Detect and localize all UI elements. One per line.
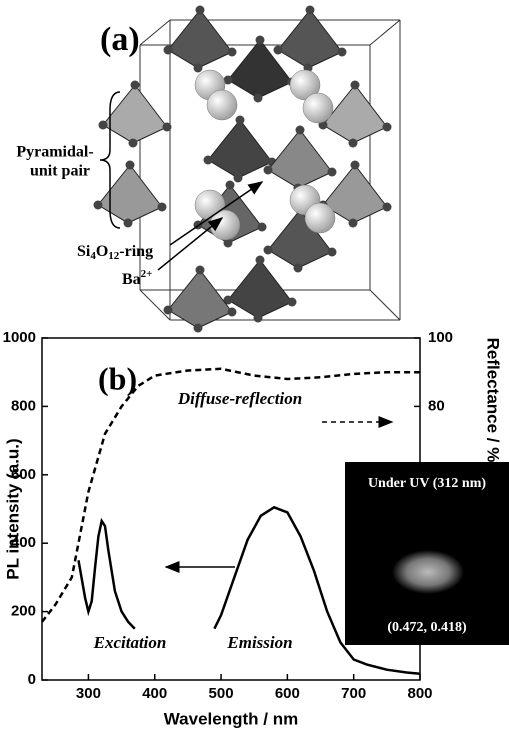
- oxygen: [306, 6, 315, 15]
- inset-coordinates: (0.472, 0.418): [387, 620, 467, 635]
- panel-label: (b): [98, 360, 137, 396]
- tetrahedron: [168, 270, 232, 328]
- barium-ion: [303, 93, 333, 123]
- oxygen: [126, 161, 135, 170]
- oxygen: [164, 46, 173, 55]
- tetrahedron: [103, 85, 167, 143]
- oxygen: [254, 94, 263, 103]
- oxygen: [226, 181, 235, 190]
- oxygen: [264, 246, 273, 255]
- oxygen: [294, 264, 303, 273]
- y2-tick-label: 80: [428, 397, 445, 414]
- label-part: Si: [77, 243, 91, 260]
- oxygen: [204, 156, 213, 165]
- label-part: 2+: [141, 268, 153, 280]
- x-tick-label: 600: [275, 685, 300, 702]
- tetrahedron: [208, 120, 272, 178]
- label-part: -ring: [119, 243, 153, 260]
- ion-label: Ba2+: [122, 268, 152, 288]
- series-label: Emission: [226, 633, 292, 652]
- oxygen: [163, 123, 172, 132]
- label-part: O: [96, 243, 108, 260]
- x-tick-label: 800: [407, 685, 432, 702]
- oxygen: [274, 46, 283, 55]
- tetrahedron: [228, 260, 292, 318]
- x-axis-label: Wavelength / nm: [164, 709, 298, 728]
- oxygen: [236, 116, 245, 125]
- oxygen: [131, 81, 140, 90]
- oxygen: [296, 126, 305, 135]
- oxygen: [264, 166, 273, 175]
- barium-ion: [207, 90, 237, 120]
- oxygen: [158, 203, 167, 212]
- oxygen: [288, 298, 297, 307]
- y2-tick-label: 100: [428, 329, 453, 346]
- cell-edge: [140, 20, 170, 45]
- oxygen: [194, 324, 203, 333]
- oxygen: [351, 81, 360, 90]
- oxygen: [196, 266, 205, 275]
- oxygen: [99, 121, 108, 130]
- ring-label: Si4O12-ring: [77, 243, 153, 262]
- figure: (a) Pyramidal- unit pair Si4O12-ring Ba2…: [0, 0, 509, 740]
- oxygen: [234, 174, 243, 183]
- y-axis-label: PL intensity (a.u.): [3, 438, 22, 579]
- tetrahedron: [268, 130, 332, 188]
- series-line: [79, 521, 135, 629]
- cell-edge: [140, 290, 170, 320]
- oxygen: [351, 161, 360, 170]
- oxygen: [228, 48, 237, 57]
- oxygen: [196, 6, 205, 15]
- label-part: 12: [108, 250, 120, 262]
- oxygen: [194, 64, 203, 73]
- oxygen: [256, 36, 265, 45]
- oxygen: [383, 203, 392, 212]
- emission-spot: [392, 550, 464, 594]
- x-tick-label: 300: [76, 685, 101, 702]
- tetrahedron: [168, 10, 232, 68]
- bracket-label: unit pair: [30, 163, 90, 180]
- arrow: [158, 218, 222, 270]
- oxygen: [383, 123, 392, 132]
- tetrahedron: [323, 85, 387, 143]
- oxygen: [349, 219, 358, 228]
- oxygen: [256, 256, 265, 265]
- y-tick-label: 1000: [3, 329, 36, 346]
- oxygen: [328, 168, 337, 177]
- cell-edge: [370, 290, 400, 320]
- bracket-label: Pyramidal-: [16, 144, 93, 161]
- y2-axis-label: Reflectance / %: [484, 338, 503, 463]
- oxygen: [328, 248, 337, 257]
- oxygen: [258, 223, 267, 232]
- tetrahedron: [98, 165, 162, 223]
- y-tick-label: 0: [28, 671, 36, 688]
- x-tick-label: 500: [209, 685, 234, 702]
- oxygen: [254, 314, 263, 323]
- label-part: Ba: [122, 271, 141, 288]
- x-tick-label: 700: [341, 685, 366, 702]
- oxygen: [228, 308, 237, 317]
- y-tick-label: 800: [11, 397, 36, 414]
- panel-label: (a): [100, 21, 140, 58]
- barium-ion: [305, 203, 335, 233]
- tetrahedron: [278, 10, 342, 68]
- oxygen: [124, 219, 133, 228]
- oxygen: [129, 139, 138, 148]
- oxygen: [94, 201, 103, 210]
- oxygen: [164, 306, 173, 315]
- x-tick-label: 400: [142, 685, 167, 702]
- oxygen: [349, 139, 358, 148]
- series-label: Excitation: [93, 633, 167, 652]
- series-label: Diffuse-reflection: [177, 389, 302, 408]
- chart: 3004005006007008000200400600800100060801…: [3, 329, 509, 729]
- cell-edge: [370, 20, 400, 45]
- inset-title: Under UV (312 nm): [368, 476, 486, 491]
- oxygen: [338, 48, 347, 57]
- y-tick-label: 200: [11, 603, 36, 620]
